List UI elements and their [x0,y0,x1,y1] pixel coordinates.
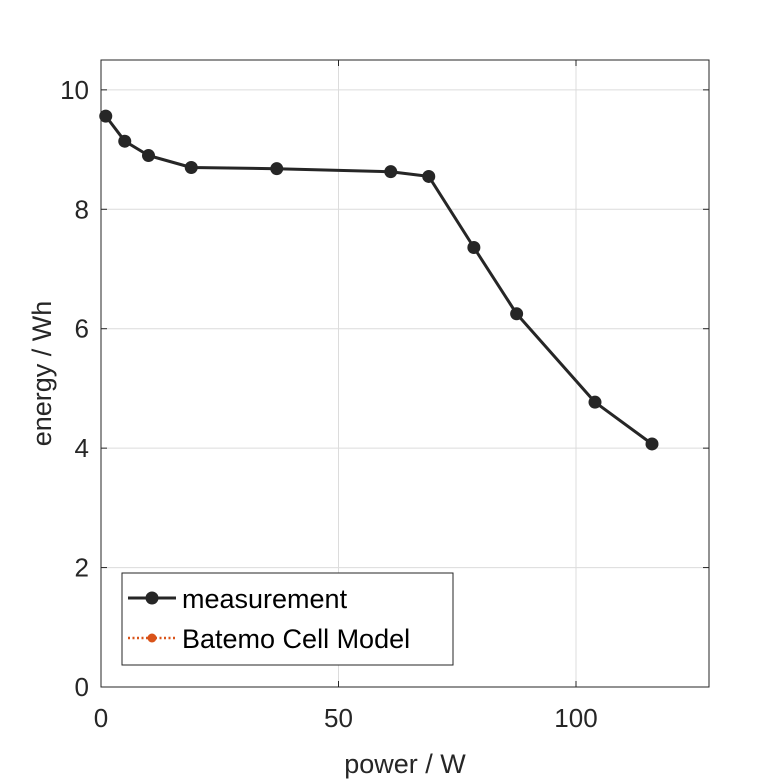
x-axis-label: power / W [344,749,466,779]
legend-box [121,572,454,666]
data-point [270,162,284,176]
legend-marker-measurement [145,591,159,605]
y-tick-label: 10 [60,75,89,105]
y-tick-label: 0 [75,672,89,702]
y-tick-label: 8 [75,194,89,224]
y-tick-label: 4 [75,433,89,463]
x-tick-label: 0 [94,703,108,733]
data-point [588,395,602,409]
data-point [422,169,436,183]
y-axis-label: energy / Wh [27,301,57,447]
data-point [184,160,198,174]
data-point [510,307,524,321]
legend: measurement Batemo Cell Model [121,572,454,666]
data-point [645,437,659,451]
x-tick-label: 50 [324,703,353,733]
plot-frame [100,59,710,688]
data-point [142,149,155,163]
y-tick-label: 2 [75,553,89,583]
y-tick-label: 6 [75,314,89,344]
data-point [384,165,398,179]
legend-marker-batemo-cell-model [147,633,157,643]
ticks: 0 50 100 0 2 4 6 8 10 [60,60,709,733]
x-tick-label: 100 [554,703,597,733]
series-layer [99,109,659,451]
legend-label-measurement: measurement [182,584,348,614]
legend-label-batemo-cell-model: Batemo Cell Model [182,624,410,654]
data-point [99,109,113,123]
grid-lines [101,60,709,687]
data-point [467,241,481,255]
data-point [118,134,132,148]
